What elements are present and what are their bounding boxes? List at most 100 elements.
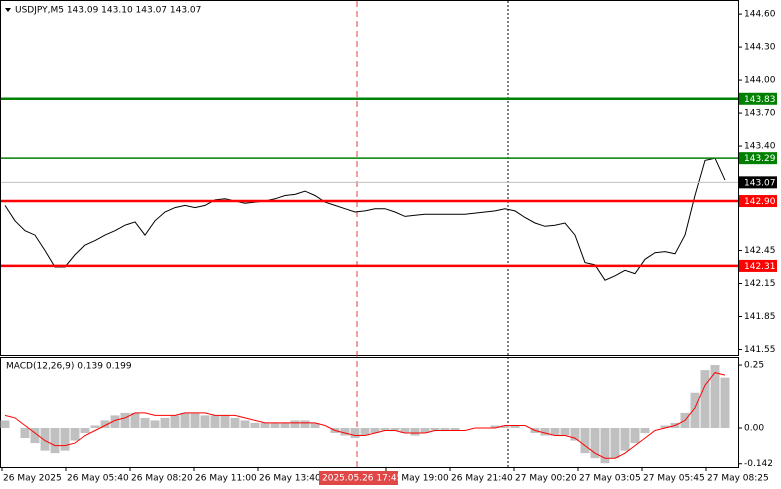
macd-bar (630, 427, 640, 444)
macd-bar (410, 427, 420, 436)
macd-bar (20, 427, 30, 439)
x-tick-label: 26 May 13:40 (259, 474, 321, 484)
x-tick-label: 26 May 2025 (3, 474, 62, 484)
y-tick-label: 144.00 (744, 76, 776, 86)
macd-bar (700, 370, 710, 428)
y-tick-label: 142.45 (744, 246, 776, 256)
level-label-box (739, 195, 777, 208)
level-label: 143.29 (744, 154, 776, 164)
current-price-label: 143.07 (744, 178, 776, 188)
macd-bar (180, 412, 190, 428)
y-tick-label: 144.30 (744, 43, 776, 53)
x-tick-label: 26 May 05:40 (67, 474, 129, 484)
macd-bar (340, 427, 350, 436)
level-label-box (739, 152, 777, 165)
y-tick-label: 144.60 (744, 10, 776, 20)
macd-bar (40, 427, 50, 451)
macd-bar (430, 427, 440, 431)
x-tick-label: 27 May 03:05 (579, 474, 641, 484)
level-label: 142.90 (744, 197, 776, 207)
macd-bar (570, 427, 580, 441)
x-tick-label: 26 May 08:20 (131, 474, 193, 484)
macd-bar (230, 417, 240, 428)
macd-bar (720, 377, 730, 428)
macd-bar (140, 417, 150, 428)
price-line (4, 157, 726, 281)
y-tick-label: 143.70 (744, 109, 776, 119)
macd-bar (450, 427, 460, 431)
x-tick-label: 27 May 08:25 (707, 474, 769, 484)
cursor-time-label: 2025.05.26 17:45 (322, 474, 402, 484)
macd-bar (250, 422, 260, 428)
cursor-time-box (319, 471, 398, 485)
price-panel (0, 0, 739, 356)
macd-bar (380, 427, 390, 431)
macd-bar (90, 425, 100, 428)
y-tick-label: 141.85 (744, 312, 776, 322)
macd-bar (280, 422, 290, 428)
macd-bar (500, 425, 510, 428)
y-tick-label: 0.00 (744, 423, 764, 433)
macd-bar (170, 415, 180, 428)
x-tick-label: 26 May 11:00 (195, 474, 257, 484)
macd-bar (50, 427, 60, 454)
macd-bar (240, 420, 250, 428)
menu-icon[interactable] (5, 8, 11, 12)
macd-bar (350, 427, 360, 439)
y-tick-label: 0.25 (744, 361, 764, 371)
level-label: 142.31 (744, 262, 776, 272)
chart-title: USDJPY,M5 143.09 143.10 143.07 143.07 (15, 6, 201, 16)
macd-bar (690, 392, 700, 428)
macd-bar (130, 412, 140, 428)
macd-bar (600, 427, 610, 464)
level-label-box (739, 92, 777, 105)
x-tick-label: 27 May 05:45 (643, 474, 705, 484)
macd-bar (490, 425, 500, 428)
macd-bar (290, 420, 300, 428)
macd-bar (270, 422, 280, 428)
x-tick-label: 27 May 00:20 (515, 474, 577, 484)
macd-bar (610, 427, 620, 459)
macd-panel (0, 357, 739, 468)
macd-bar (390, 427, 400, 431)
y-tick-label: -0.142 (744, 459, 773, 469)
macd-bar (660, 425, 670, 428)
macd-bar (300, 420, 310, 428)
macd-bar (30, 427, 40, 444)
macd-bar (190, 412, 200, 428)
macd-bar (80, 427, 90, 434)
macd-bar (420, 427, 430, 434)
macd-bar (440, 427, 450, 431)
macd-title: MACD(12,26,9) 0.139 0.199 (6, 362, 132, 372)
level-label: 143.83 (744, 95, 776, 105)
signal-line (4, 372, 726, 459)
current-price-box (739, 176, 777, 189)
macd-bar (620, 427, 630, 451)
macd-bar (260, 422, 270, 428)
x-tick-label: 26 May 19:00 (387, 474, 449, 484)
y-tick-label: 143.40 (744, 142, 776, 152)
macd-bar (640, 427, 650, 434)
macd-bar (310, 422, 320, 428)
macd-bar (150, 420, 160, 428)
macd-bar (510, 425, 520, 428)
x-tick-label: 26 May 21:40 (451, 474, 513, 484)
macd-bar (0, 420, 10, 428)
macd-bar (160, 417, 170, 428)
macd-bar (540, 427, 550, 436)
macd-bar (120, 412, 130, 428)
macd-bar (60, 427, 70, 451)
macd-bar (590, 427, 600, 459)
macd-bar (370, 427, 380, 434)
macd-bar (200, 415, 210, 428)
macd-bar (70, 427, 80, 441)
level-label-box (739, 259, 777, 272)
macd-bar (580, 427, 590, 454)
macd-bar (210, 415, 220, 428)
macd-bar (560, 427, 570, 436)
macd-bar (220, 415, 230, 428)
macd-bar (710, 365, 720, 428)
y-tick-label: 141.55 (744, 345, 776, 355)
